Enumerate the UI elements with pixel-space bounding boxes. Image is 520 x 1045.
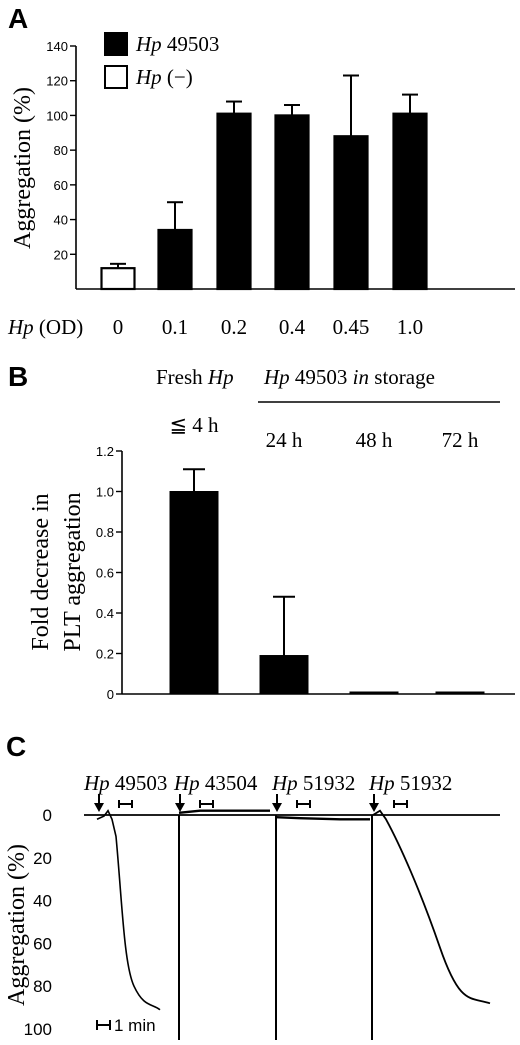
panel-a-y-tick-label: 20: [54, 247, 68, 262]
panel-a-x-tick-label: 0.45: [333, 315, 370, 339]
panel-b-y-label-line2: PLT aggregation: [60, 492, 86, 651]
panel-c-y-tick-label: 0: [43, 806, 52, 825]
panel-a-x-label: Hp (OD): [7, 315, 83, 339]
panel-b-y-tick-label: 0.8: [96, 525, 114, 540]
panel-a-legend-label: Hp (−): [135, 65, 193, 89]
panel-c-trace: [178, 809, 270, 815]
panel-b-bar: [435, 691, 485, 695]
panel-a-bar: [333, 135, 369, 291]
panel-c-y-tick-label: 60: [33, 934, 52, 953]
panel-a-legend-swatch: [104, 65, 128, 89]
panel-a-x-tick-label: 0: [113, 315, 124, 339]
panel-a-bar: [100, 267, 136, 291]
panel-b-y-tick-label: 0.4: [96, 606, 114, 621]
panel-c-y-label: Aggregation (%): [4, 844, 30, 1006]
panel-c-y-tick-label: 20: [33, 849, 52, 868]
panel-c-arrow-head: [175, 803, 185, 812]
panel-b-bar: [259, 655, 309, 695]
panel-a-y-tick-label: 120: [46, 74, 68, 89]
panel-a-y-tick-label: 80: [54, 143, 68, 158]
panel-c-y-tick-label: 80: [33, 977, 52, 996]
panel-b-y-tick-label: 1.2: [96, 444, 114, 459]
panel-c-trace: [96, 809, 161, 1011]
panel-a-bar: [157, 228, 193, 291]
panel-a-x-tick-label: 0.1: [162, 315, 188, 339]
panel-c-trace-label: Hp 43504: [173, 771, 258, 795]
panel-b-bar: [349, 691, 399, 695]
panel-c-y-tick-label: 100: [24, 1020, 52, 1039]
panel-c-arrow-head: [94, 803, 104, 812]
panel-a-bar: [216, 112, 252, 291]
panel-a-x-tick-label: 0.4: [279, 315, 306, 339]
panel-a-y-tick-label: 100: [46, 108, 68, 123]
panel-b-letter: B: [8, 361, 28, 392]
panel-a-y-tick-label: 40: [54, 213, 68, 228]
panel-c-trace: [372, 809, 491, 1005]
panel-b-bar: [169, 491, 219, 695]
panel-a-y-tick-label: 60: [54, 178, 68, 193]
panel-c-trace-label: Hp 49503: [83, 771, 167, 795]
panel-a-x-tick-label: 0.2: [221, 315, 247, 339]
panel-b-y-label-line1: Fold decrease in: [28, 493, 54, 650]
panel-c-arrow-head: [272, 803, 282, 812]
panel-b-x-tick-label: 48 h: [356, 428, 393, 452]
panel-b-header-storage: Hp 49503 in storage: [263, 365, 435, 389]
panel-c-trace-label: Hp 51932: [368, 771, 452, 795]
panel-c-arrow-head: [369, 803, 379, 812]
panel-a-letter: A: [8, 3, 28, 34]
panel-b-x-tick-label: 72 h: [442, 428, 479, 452]
panel-b-x-tick-label: 24 h: [266, 428, 303, 452]
panel-c-trace: [275, 815, 370, 821]
panel-b-y-tick-label: 0.2: [96, 647, 114, 662]
panel-a-y-label: Aggregation (%): [10, 87, 36, 249]
panel-a-legend-label: Hp 49503: [135, 32, 219, 56]
panel-c-scale-label: 1 min: [114, 1016, 156, 1035]
panel-b-header-fresh-time: ≦ 4 h: [169, 413, 219, 437]
panel-b-y-tick-label: 1.0: [96, 485, 114, 500]
panel-a-legend-swatch: [104, 32, 128, 56]
panel-b-y-tick-label: 0.6: [96, 566, 114, 581]
panel-c-y-tick-label: 40: [33, 892, 52, 911]
panel-b-header-fresh: Fresh Hp: [156, 365, 234, 389]
panel-c-trace-label: Hp 51932: [271, 771, 355, 795]
panel-c-letter: C: [6, 731, 26, 762]
panel-a-x-tick-label: 1.0: [397, 315, 423, 339]
panel-b-y-tick-label: 0: [107, 687, 114, 702]
panel-a-bar: [274, 114, 310, 291]
panel-a-y-tick-label: 140: [46, 39, 68, 54]
panel-a-bar: [392, 112, 428, 291]
